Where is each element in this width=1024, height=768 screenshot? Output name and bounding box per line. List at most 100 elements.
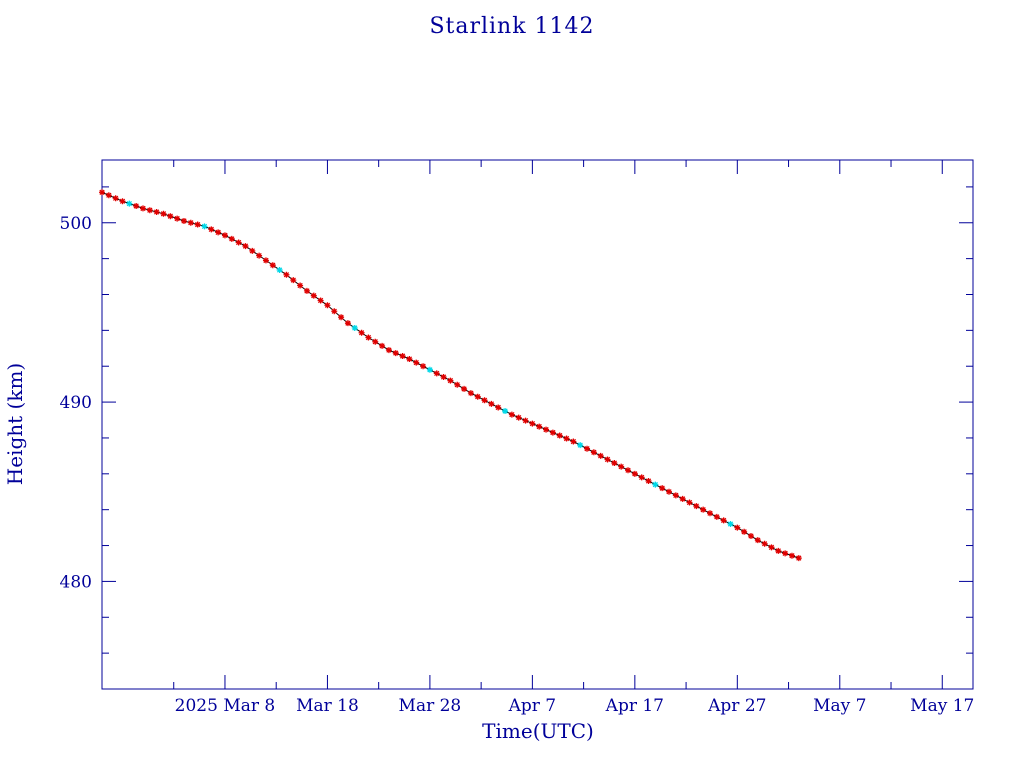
data-point (160, 210, 167, 217)
data-point (235, 239, 242, 246)
data-point (344, 320, 351, 327)
data-point (508, 411, 515, 418)
data-point (385, 347, 392, 354)
data-point (194, 221, 201, 228)
data-point (358, 329, 365, 336)
data-point (734, 524, 741, 531)
data-point (372, 338, 379, 345)
data-point (502, 408, 509, 415)
data-point (522, 417, 529, 424)
data-point (440, 373, 447, 380)
data-point (604, 456, 611, 463)
data-point (146, 207, 153, 214)
data-point (700, 506, 707, 513)
data-point (379, 342, 386, 349)
data-point (570, 438, 577, 445)
data-point (201, 223, 208, 230)
data-point (659, 485, 666, 492)
data-point (317, 297, 324, 304)
data-points (99, 189, 802, 562)
data-point (788, 552, 795, 559)
x-tick-label: May 17 (910, 696, 974, 716)
data-point (495, 404, 502, 411)
data-point (413, 359, 420, 366)
plot-frame (101, 159, 974, 690)
data-point (536, 423, 543, 430)
data-point (331, 308, 338, 315)
data-point (208, 226, 215, 233)
data-point (461, 385, 468, 392)
data-point (365, 334, 372, 341)
data-point (782, 550, 789, 557)
x-tick-label: Mar 18 (296, 696, 359, 716)
data-point (556, 432, 563, 439)
data-point (795, 555, 802, 562)
data-point (686, 499, 693, 506)
data-point (590, 449, 597, 456)
data-point (283, 271, 290, 278)
data-point (638, 474, 645, 481)
data-point (747, 532, 754, 539)
data-point (706, 510, 713, 517)
data-point (679, 495, 686, 502)
data-point (467, 390, 474, 397)
data-point (126, 200, 133, 207)
data-point (447, 377, 454, 384)
y-axis-ticks: 480 490 500 (60, 186, 973, 654)
y-tick-label: 490 (60, 393, 92, 413)
data-point (180, 217, 187, 224)
data-point (112, 195, 119, 202)
data-point (549, 429, 556, 436)
data-point (713, 513, 720, 520)
trend-line (101, 191, 799, 559)
data-point (249, 247, 256, 254)
data-point (454, 381, 461, 388)
data-point (433, 370, 440, 377)
data-point (754, 537, 761, 544)
data-point (666, 488, 673, 495)
data-point (584, 445, 591, 452)
data-point (741, 528, 748, 535)
data-point (672, 492, 679, 499)
data-point (99, 189, 105, 196)
data-point (761, 540, 768, 547)
data-point (399, 353, 406, 360)
data-point (631, 470, 638, 477)
x-tick-label: Apr 7 (508, 696, 557, 716)
data-point (187, 219, 194, 226)
data-point (474, 393, 481, 400)
data-point (338, 314, 345, 321)
data-point (420, 363, 427, 370)
data-point (105, 192, 112, 199)
data-point (488, 400, 495, 407)
data-point (618, 463, 625, 470)
data-point (269, 262, 276, 269)
data-point (119, 198, 126, 205)
chart-title: Starlink 1142 (429, 14, 595, 39)
x-tick-label: Apr 17 (605, 696, 664, 716)
data-point (515, 414, 522, 421)
data-point (727, 521, 734, 528)
x-tick-label: May 7 (813, 696, 866, 716)
y-tick-label: 480 (60, 572, 92, 592)
y-axis-label: Height (km) (3, 363, 27, 485)
data-point (228, 235, 235, 242)
data-point (276, 266, 283, 273)
data-point (324, 302, 331, 309)
data-point (167, 213, 174, 220)
data-point (256, 252, 263, 259)
data-point (153, 209, 160, 216)
data-point (392, 350, 399, 357)
data-point (577, 442, 584, 449)
data-point (221, 232, 228, 239)
data-point (303, 287, 310, 294)
data-point (625, 467, 632, 474)
data-point (139, 205, 146, 212)
data-point (215, 229, 222, 236)
data-point (262, 257, 269, 264)
data-point (529, 420, 536, 427)
data-point (242, 243, 249, 250)
data-point (310, 292, 317, 299)
data-point (645, 477, 652, 484)
